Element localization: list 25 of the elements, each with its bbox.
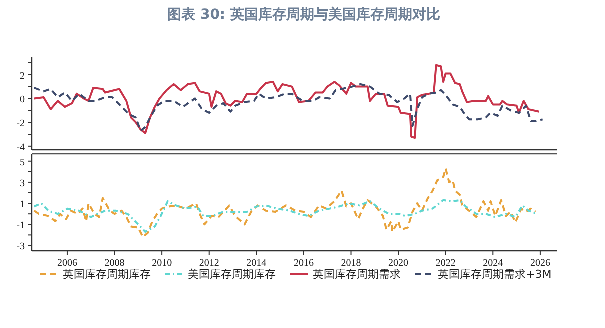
x-tick-label: 2018 [341, 258, 362, 269]
y-tick-label: 5 [20, 157, 25, 168]
legend-label: 英国库存周期需求 [313, 268, 401, 281]
y-tick-label: 0 [20, 94, 25, 106]
y-tick-label: 3 [20, 178, 25, 190]
x-tick-label: 2022 [436, 258, 456, 269]
x-tick-label: 2024 [483, 258, 504, 269]
y-tick-label: 1 [20, 200, 25, 211]
y-tick-label: -2 [16, 118, 25, 130]
chart-title: 图表 30: 英国库存周期与美国库存周期对比 [168, 6, 440, 23]
x-tick-label: 2006 [57, 258, 78, 269]
x-tick-label: 2008 [104, 258, 125, 269]
y-tick-label: -3 [16, 242, 25, 253]
x-tick-label: 2012 [199, 258, 220, 269]
y-tick-label: 2 [20, 70, 25, 82]
legend-label: 美国库存周期库存 [188, 268, 276, 281]
x-tick-label: 2014 [246, 258, 267, 269]
y-tick-label: -4 [16, 142, 25, 154]
x-tick-label: 2016 [294, 258, 314, 269]
x-tick-label: 2020 [388, 258, 409, 269]
legend-label: 英国库存周期库存 [63, 268, 151, 281]
y-tick-label: -1 [16, 220, 25, 232]
x-tick-label: 2010 [152, 258, 172, 269]
x-tick-label: 2026 [530, 258, 550, 269]
legend-label: 英国库存周期需求+3M [438, 268, 552, 281]
